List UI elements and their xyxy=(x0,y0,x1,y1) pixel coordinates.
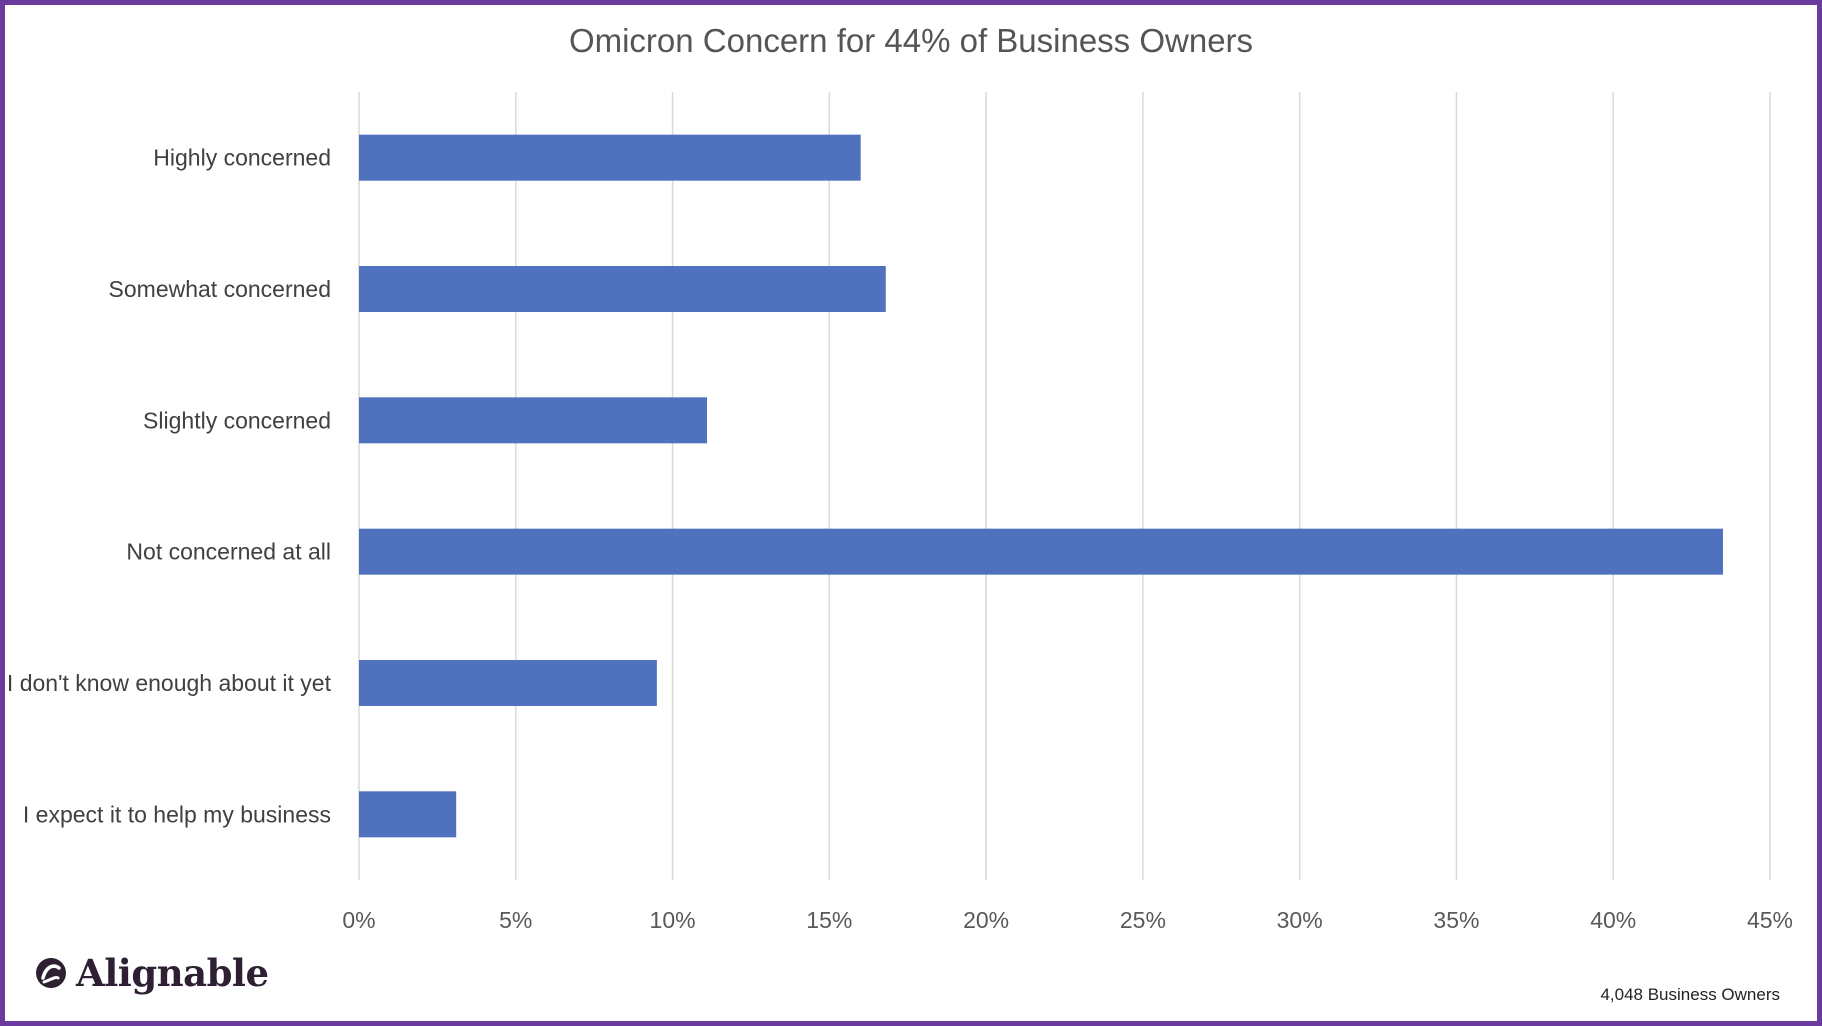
category-label: Slightly concerned xyxy=(143,407,331,433)
x-tick-label: 45% xyxy=(1747,907,1793,933)
logo-text: Alignable xyxy=(76,951,269,995)
chart-title: Omicron Concern for 44% of Business Owne… xyxy=(568,22,1254,59)
y-axis-category-labels: Highly concerned Somewhat concerned Slight… xyxy=(7,145,332,828)
x-tick-label: 25% xyxy=(1120,907,1166,933)
bar xyxy=(359,397,708,444)
category-label: Highly concerned xyxy=(153,145,331,171)
x-tick-label: 10% xyxy=(650,907,696,933)
x-tick-label: 0% xyxy=(342,907,375,933)
category-label: Not concerned at all xyxy=(126,539,331,565)
alignable-logo: Alignable xyxy=(34,948,269,998)
x-tick-label: 30% xyxy=(1277,907,1323,933)
bar xyxy=(359,660,657,706)
x-tick-label: 35% xyxy=(1433,907,1479,933)
alignable-logo-icon xyxy=(36,958,66,988)
bar xyxy=(359,791,457,838)
category-label: I don't know enough about it yet xyxy=(7,670,332,696)
x-tick-label: 5% xyxy=(499,907,532,933)
bar xyxy=(359,528,1723,575)
bar xyxy=(359,266,886,312)
x-tick-label: 20% xyxy=(963,907,1009,933)
bar xyxy=(359,134,861,181)
x-tick-label: 15% xyxy=(806,907,852,933)
gridlines xyxy=(358,92,1771,880)
sample-size-note: 4,048 Business Owners xyxy=(1600,985,1780,1004)
x-tick-label: 40% xyxy=(1590,907,1636,933)
x-axis-tick-labels: 0% 5% 10% 15% 20% 25% 30% 35% 40% 45% xyxy=(342,907,1793,933)
category-label: Somewhat concerned xyxy=(109,276,331,302)
category-label: I expect it to help my business xyxy=(23,801,331,827)
bars xyxy=(359,134,1723,838)
